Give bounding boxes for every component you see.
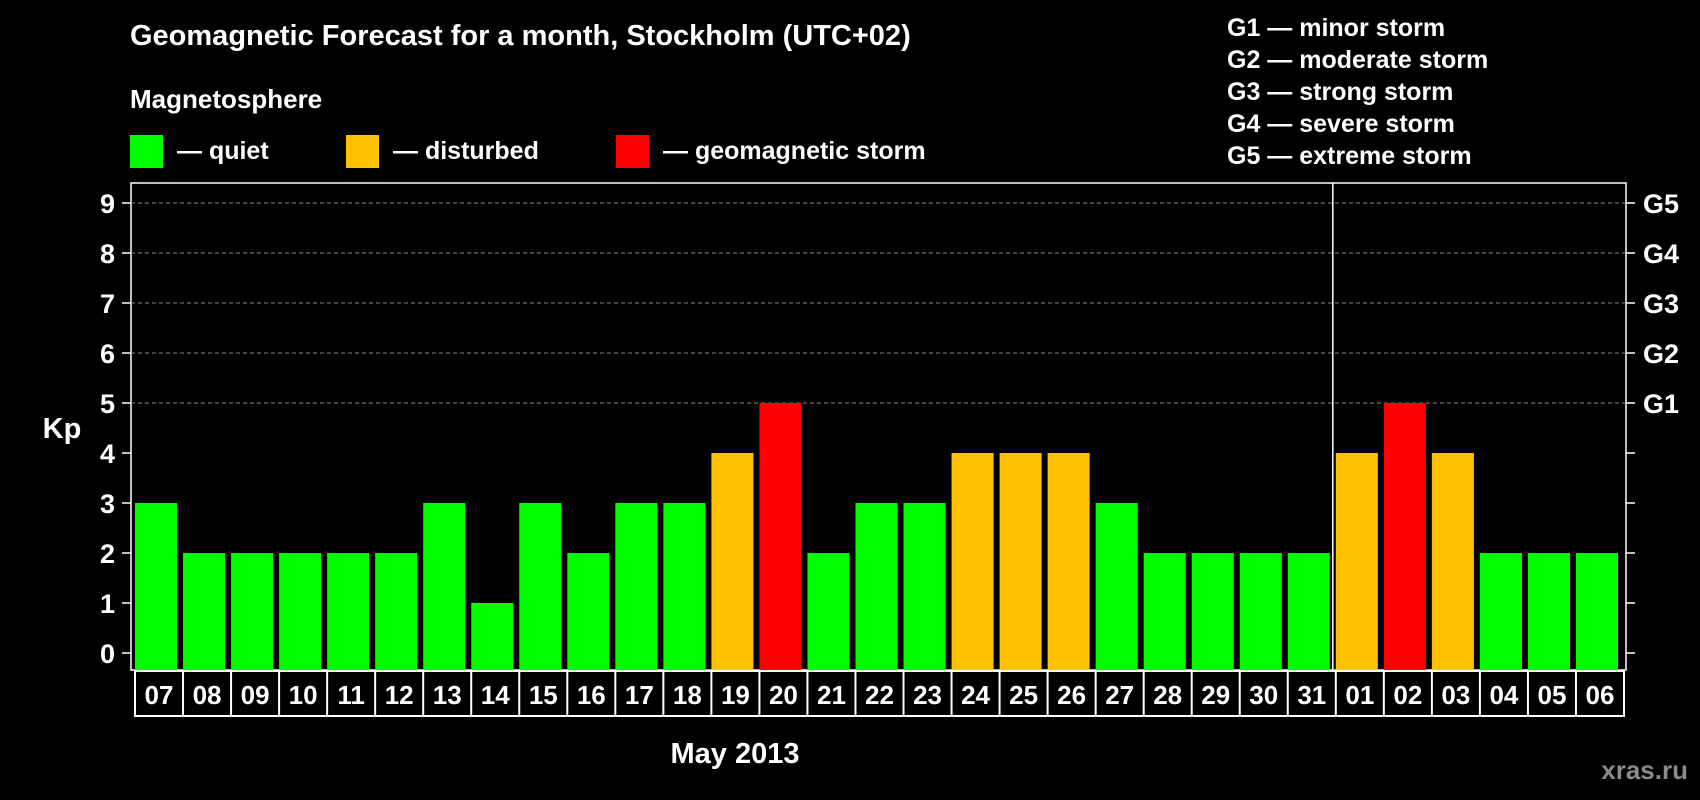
- right-tick-label-g1: G1: [1643, 389, 1679, 419]
- right-tick-label-g5: G5: [1643, 189, 1679, 219]
- y-tick-label: 2: [100, 539, 115, 569]
- y-tick-label: 4: [100, 439, 115, 469]
- x-tick-label: 16: [577, 680, 606, 710]
- legend-label-disturbed: — disturbed: [393, 136, 539, 165]
- bar-01: [1335, 453, 1378, 670]
- y-tick-label: 9: [100, 189, 115, 219]
- x-tick-label: 09: [241, 680, 270, 710]
- bar-04: [1479, 553, 1522, 670]
- bar-09: [231, 553, 274, 670]
- storm-scale-legend: G1 — minor storm G2 — moderate storm G3 …: [1227, 12, 1488, 172]
- chart-title: Geomagnetic Forecast for a month, Stockh…: [130, 20, 911, 52]
- x-tick-label: 14: [481, 680, 510, 710]
- legend-swatch-quiet: [130, 134, 163, 168]
- x-axis-label: May 2013: [671, 738, 800, 770]
- x-tick-label: 19: [721, 680, 750, 710]
- storm-scale-g2: G2 — moderate storm: [1227, 46, 1489, 74]
- bar-11: [327, 553, 370, 670]
- x-tick-label: 10: [289, 680, 318, 710]
- chart-subtitle: Magnetosphere: [130, 84, 323, 114]
- watermark: xras.ru: [1601, 755, 1688, 785]
- bar-03: [1431, 453, 1474, 670]
- x-tick-label: 04: [1489, 680, 1518, 710]
- legend-item-quiet: — quiet: [130, 134, 269, 168]
- x-tick-label: 29: [1201, 680, 1230, 710]
- bar-29: [1191, 553, 1234, 670]
- x-tick-label: 22: [865, 680, 894, 710]
- bar-28: [1143, 553, 1186, 670]
- x-tick-label: 23: [913, 680, 942, 710]
- right-tick-label-g4: G4: [1643, 239, 1679, 269]
- x-tick-label: 03: [1441, 680, 1470, 710]
- x-tick-label: 25: [1009, 680, 1038, 710]
- storm-scale-g5: G5 — extreme storm: [1227, 142, 1472, 170]
- bar-31: [1287, 553, 1330, 670]
- bar-19: [711, 453, 754, 670]
- legend-label-quiet: — quiet: [177, 136, 269, 165]
- bar-13: [423, 503, 466, 670]
- bar-24: [951, 453, 994, 670]
- y-tick-label: 6: [100, 339, 115, 369]
- bar-10: [279, 553, 322, 670]
- bar-16: [567, 553, 610, 670]
- storm-scale-g4: G4 — severe storm: [1227, 110, 1455, 138]
- bar-23: [903, 503, 946, 670]
- bar-17: [615, 503, 658, 670]
- y-axis-label: Kp: [43, 413, 82, 445]
- x-tick-label: 05: [1537, 680, 1566, 710]
- y-tick-label: 8: [100, 239, 115, 269]
- bar-22: [855, 503, 898, 670]
- x-label-strip: [134, 670, 1625, 717]
- bar-08: [183, 553, 226, 670]
- legend-label-storm: — geomagnetic storm: [663, 136, 926, 165]
- bar-30: [1239, 553, 1282, 670]
- y-tick-label: 5: [100, 389, 115, 419]
- legend-item-disturbed: — disturbed: [346, 134, 539, 168]
- x-tick-label: 08: [193, 680, 222, 710]
- x-tick-label: 07: [145, 680, 174, 710]
- bar-26: [1047, 453, 1090, 670]
- x-tick-label: 06: [1586, 680, 1615, 710]
- x-tick-label: 18: [673, 680, 702, 710]
- x-tick-label: 27: [1105, 680, 1134, 710]
- bar-07: [135, 503, 178, 670]
- x-tick-label: 24: [961, 680, 990, 710]
- x-tick-label: 20: [769, 680, 798, 710]
- bar-18: [663, 503, 706, 670]
- x-tick-label: 26: [1057, 680, 1086, 710]
- x-tick-label: 13: [433, 680, 462, 710]
- storm-scale-g1: G1 — minor storm: [1227, 14, 1446, 42]
- right-tick-label-g2: G2: [1643, 339, 1679, 369]
- bar-27: [1095, 503, 1138, 670]
- y-tick-label: 7: [100, 289, 115, 319]
- legend-item-storm: — geomagnetic storm: [616, 134, 926, 168]
- bar-06: [1575, 553, 1618, 670]
- x-tick-label: 30: [1249, 680, 1278, 710]
- x-tick-label: 02: [1393, 680, 1422, 710]
- x-tick-label: 21: [817, 680, 846, 710]
- legend-swatch-storm: [616, 134, 649, 168]
- legend-swatch-disturbed: [346, 134, 379, 168]
- bar-02: [1383, 403, 1426, 670]
- bar-21: [807, 553, 850, 670]
- bar-20: [759, 403, 802, 670]
- x-tick-label: 11: [337, 680, 365, 710]
- y-tick-label: 3: [100, 489, 115, 519]
- bar-15: [519, 503, 562, 670]
- x-tick-label: 01: [1345, 680, 1374, 710]
- right-tick-label-g3: G3: [1643, 289, 1679, 319]
- storm-scale-g3: G3 — strong storm: [1227, 78, 1454, 106]
- bar-05: [1527, 553, 1570, 670]
- x-tick-label: 28: [1153, 680, 1182, 710]
- y-tick-label: 0: [100, 639, 115, 669]
- x-tick-label: 31: [1297, 680, 1326, 710]
- x-tick-label: 12: [385, 680, 414, 710]
- bar-14: [471, 603, 514, 670]
- x-tick-label: 15: [529, 680, 558, 710]
- y-tick-label: 1: [100, 589, 115, 619]
- x-tick-label: 17: [625, 680, 654, 710]
- bar-25: [999, 453, 1042, 670]
- bar-12: [375, 553, 418, 670]
